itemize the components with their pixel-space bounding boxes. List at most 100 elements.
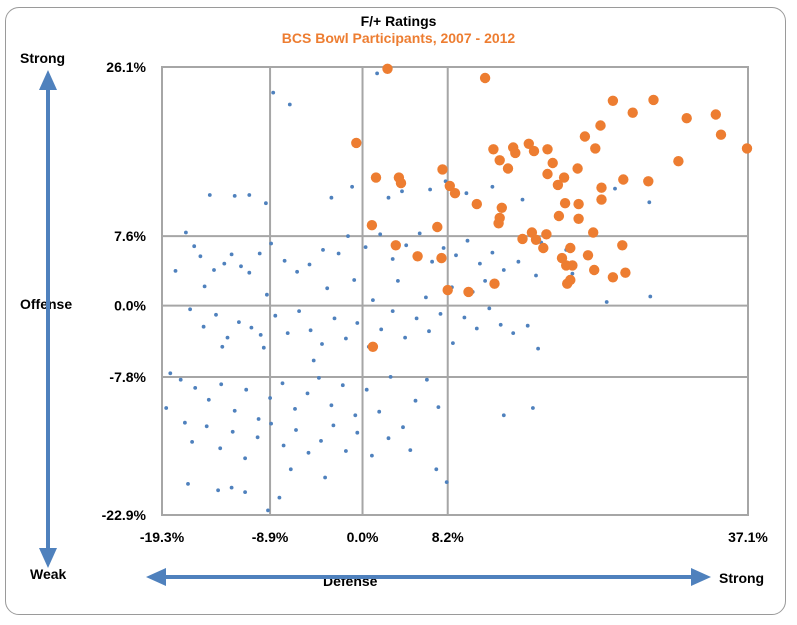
data-point-all xyxy=(377,409,382,414)
x-tick-label: -8.9% xyxy=(252,529,289,545)
data-point-all xyxy=(386,195,391,200)
data-point-bcs xyxy=(553,210,565,222)
data-point-all xyxy=(222,261,227,266)
data-point-all xyxy=(404,243,409,248)
data-point-all xyxy=(192,244,197,249)
data-point-bcs xyxy=(437,164,448,175)
data-point-all xyxy=(232,408,237,413)
y-arrow-head-up xyxy=(39,70,57,90)
data-point-all xyxy=(277,495,282,500)
data-point-bcs xyxy=(370,172,382,183)
data-point-bcs xyxy=(488,144,499,155)
data-point-all xyxy=(321,248,325,252)
y-tick-label: -7.8% xyxy=(109,369,146,385)
data-point-all xyxy=(474,326,479,331)
data-point-all xyxy=(336,251,341,256)
data-point-bcs xyxy=(588,227,599,238)
data-point-all xyxy=(516,259,521,264)
data-point-all xyxy=(329,195,334,200)
data-point-all xyxy=(344,336,348,341)
data-point-all xyxy=(425,377,429,382)
data-point-all xyxy=(249,325,254,330)
data-point-bcs xyxy=(559,198,571,209)
data-point-bcs xyxy=(607,95,619,107)
data-point-all xyxy=(271,90,276,95)
axis-arrows xyxy=(39,70,711,586)
y-tick-label: -22.9% xyxy=(102,507,147,523)
data-point-bcs xyxy=(542,168,553,180)
data-point-all xyxy=(281,443,286,448)
data-point-all xyxy=(332,316,337,321)
data-point-all xyxy=(498,322,503,327)
data-point-all xyxy=(370,453,374,458)
data-point-all xyxy=(501,268,506,272)
data-point-all xyxy=(390,257,395,261)
data-point-all xyxy=(247,270,252,275)
data-point-all xyxy=(413,398,418,403)
data-point-all xyxy=(444,480,449,484)
data-point-all xyxy=(340,383,345,388)
data-point-all xyxy=(183,420,187,425)
data-point-all xyxy=(206,397,211,402)
data-point-all xyxy=(331,423,336,428)
data-point-bcs xyxy=(382,63,393,74)
data-point-all xyxy=(202,284,207,289)
x-tick-label: 0.0% xyxy=(347,529,379,545)
data-point-all xyxy=(186,482,190,486)
data-point-all xyxy=(483,279,487,283)
data-point-all xyxy=(288,467,293,472)
x-arrow-head-right xyxy=(691,568,711,586)
data-point-bcs xyxy=(436,252,447,264)
data-point-all xyxy=(478,261,482,266)
y-arrow-bottom-label: Weak xyxy=(30,566,67,582)
data-point-bcs xyxy=(582,250,594,261)
data-point-all xyxy=(427,329,431,334)
data-point-all xyxy=(230,429,235,434)
data-point-all xyxy=(490,250,495,255)
data-point-all xyxy=(287,102,292,107)
data-point-all xyxy=(237,320,241,324)
data-point-bcs xyxy=(741,143,753,154)
data-point-all xyxy=(346,234,350,239)
data-point-all xyxy=(225,335,230,340)
data-point-all xyxy=(570,271,575,276)
data-point-bcs xyxy=(552,179,564,191)
data-point-all xyxy=(355,321,360,325)
data-point-bcs xyxy=(530,234,542,245)
data-point-all xyxy=(265,292,269,297)
data-point-all xyxy=(511,331,516,335)
data-point-all xyxy=(401,425,405,430)
data-point-bcs xyxy=(681,113,692,124)
data-point-all xyxy=(243,456,248,461)
data-point-all xyxy=(247,193,252,197)
y-arrow-top-label: Strong xyxy=(20,50,66,66)
data-point-bcs xyxy=(510,147,521,159)
data-point-bcs xyxy=(607,272,619,283)
data-point-all xyxy=(311,358,316,363)
data-point-bcs xyxy=(715,129,727,140)
data-point-all xyxy=(363,245,368,250)
data-point-bcs xyxy=(542,144,553,155)
data-point-bcs xyxy=(618,174,629,185)
data-point-all xyxy=(350,184,354,189)
data-point-bcs xyxy=(556,252,568,264)
data-point-all xyxy=(355,430,360,435)
data-point-bcs xyxy=(442,284,453,296)
data-point-all xyxy=(344,449,348,453)
data-point-bcs xyxy=(589,264,600,276)
data-point-all xyxy=(216,488,221,493)
data-point-all xyxy=(501,413,506,418)
data-point-all xyxy=(229,485,234,490)
data-point-all xyxy=(451,341,455,345)
data-point-all xyxy=(190,440,195,444)
data-point-all xyxy=(207,193,212,197)
data-point-bcs xyxy=(528,145,540,157)
data-point-all xyxy=(255,435,260,440)
data-point-bcs xyxy=(494,155,505,166)
x-tick-label: 8.2% xyxy=(432,529,464,545)
data-point-all xyxy=(378,232,383,237)
data-point-all xyxy=(424,295,428,300)
data-point-bcs xyxy=(595,120,606,131)
data-point-bcs xyxy=(596,182,607,193)
